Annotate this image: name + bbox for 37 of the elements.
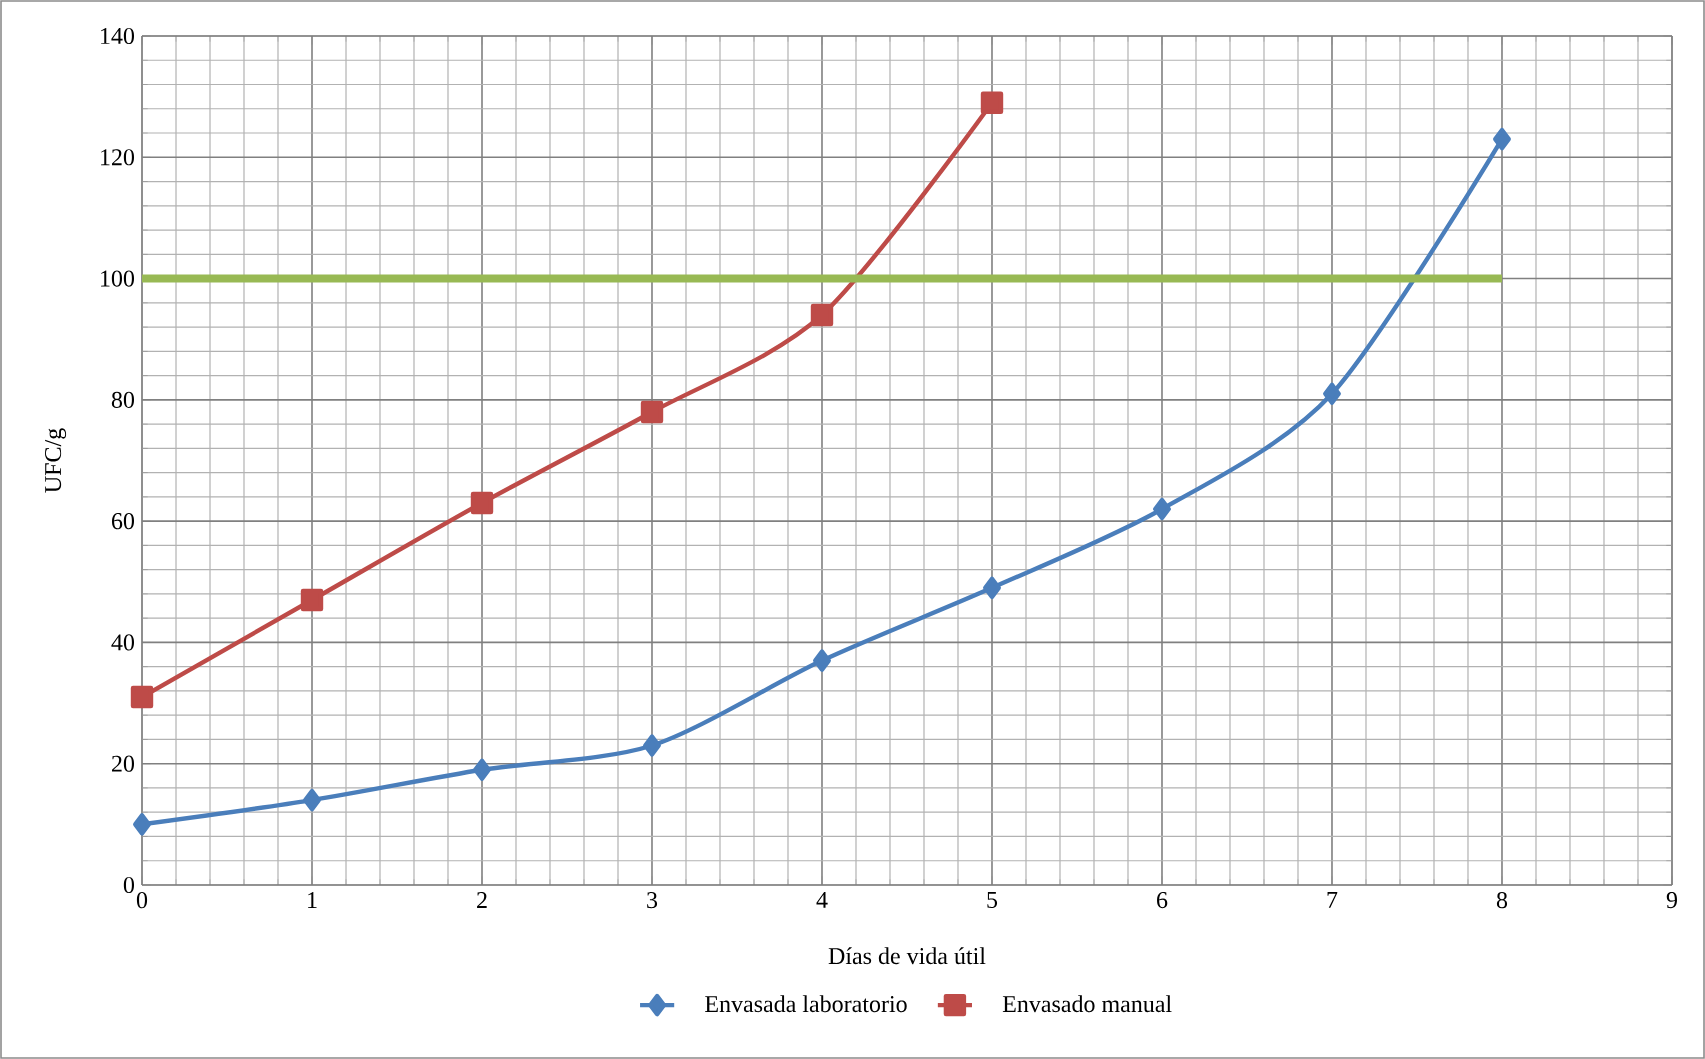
point [1323, 382, 1341, 405]
x-tick-label: 1 [308, 892, 317, 908]
point [1493, 127, 1511, 151]
y-tick-label: 20 [112, 755, 135, 772]
point [643, 734, 661, 757]
y-tick-label: 60 [111, 513, 135, 530]
point [813, 649, 831, 672]
point [1153, 497, 1171, 521]
x-tick-label: 4 [816, 892, 828, 908]
legend-label: Envasada laboratorio [705, 995, 907, 1013]
x-tick-label: 3 [647, 892, 658, 909]
x-tick-label: 7 [1327, 892, 1338, 908]
point [980, 91, 1004, 114]
y-tick-label: 140 [101, 27, 135, 45]
x-tick-label: 8 [1496, 892, 1508, 909]
point [640, 400, 664, 424]
point [130, 685, 154, 709]
y-tick-label: 120 [101, 149, 135, 166]
y-axis-title: UFC/g [45, 428, 67, 493]
y-tick-label: 40 [111, 634, 135, 651]
legend-label: Envasado manual [1002, 995, 1172, 1013]
point [300, 588, 324, 612]
point [470, 491, 494, 515]
x-axis-title: Días de vida útil [828, 947, 986, 965]
x-tick-label: 9 [1666, 892, 1677, 909]
y-tick-label: 100 [101, 270, 135, 287]
y-tick-label: 0 [123, 876, 135, 894]
point [473, 758, 491, 781]
point [810, 303, 834, 327]
x-tick-label: 0 [136, 892, 148, 909]
point [133, 813, 151, 836]
y-tick-label: 80 [111, 391, 135, 408]
x-tick-label: 6 [1157, 892, 1168, 909]
x-tick-label: 2 [477, 892, 487, 908]
x-tick-label: 5 [987, 892, 998, 908]
point [303, 788, 321, 812]
point [983, 576, 1001, 600]
